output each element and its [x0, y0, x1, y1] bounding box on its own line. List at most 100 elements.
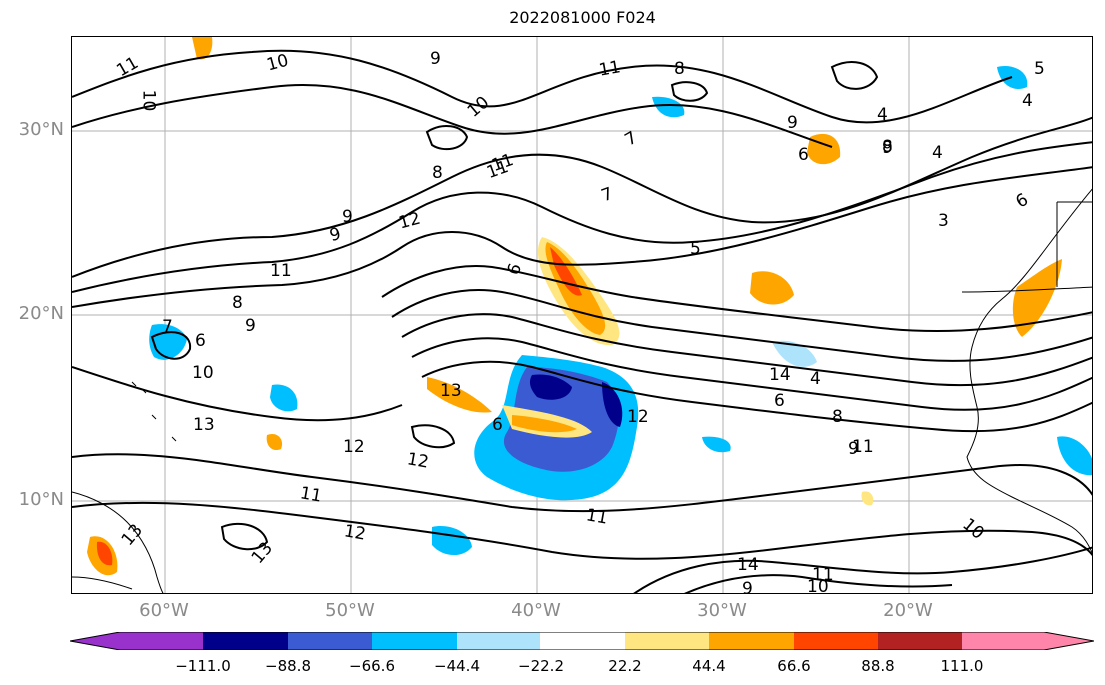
contour-label: 4	[810, 369, 821, 389]
orange-blob-top	[192, 37, 213, 60]
contour-label: 6	[798, 145, 809, 165]
lat-label-30n: 30°N	[18, 119, 64, 140]
navy-blob-east	[602, 382, 623, 427]
cyan-blob-north	[652, 96, 685, 118]
contour-label: 4	[932, 143, 943, 163]
contour-label: 8	[674, 59, 685, 79]
contour-label: 8	[832, 407, 843, 427]
red-band-main	[550, 247, 582, 296]
contour-12-west	[72, 366, 403, 422]
contour-label: 12	[342, 521, 368, 545]
contour-label: 12	[343, 437, 365, 457]
contour-label: 5	[690, 239, 701, 259]
contour-label: 7	[162, 317, 173, 337]
lightblue-blob	[772, 340, 817, 367]
contour-label: 13	[193, 415, 215, 435]
contour-2	[421, 360, 1092, 433]
contour-lines	[72, 49, 1092, 593]
contour-9-south	[684, 574, 953, 593]
contour-label: 14	[769, 365, 791, 385]
contour-label: 5	[1034, 59, 1045, 79]
cyan-blob-small	[270, 384, 298, 412]
contour-closed-center	[410, 424, 456, 449]
contour-label: 11	[852, 437, 874, 457]
contour-4	[401, 313, 1092, 387]
contour-9	[72, 116, 1092, 278]
contour-label: 8	[232, 293, 243, 313]
lat-label-10n: 10°N	[18, 489, 64, 510]
contour-12	[72, 453, 1092, 513]
colorbar-tick-label: −44.4	[434, 657, 480, 675]
lon-label-20w: 20°W	[883, 600, 933, 621]
lon-label-60w: 60°W	[139, 600, 189, 621]
coastline-south-america	[72, 491, 164, 593]
contour-label: 9	[430, 49, 441, 69]
cyan-blob-south	[432, 526, 472, 556]
orange-blob-east	[750, 271, 794, 305]
colorbar-segment	[372, 632, 457, 650]
contour-label: 6	[195, 331, 206, 351]
contour-10-north	[72, 84, 833, 148]
colorbar-tick-label: 111.0	[940, 657, 984, 675]
orange-band-africa	[1012, 259, 1062, 337]
contour-label: 6	[492, 415, 503, 435]
contour-label: 3	[938, 211, 949, 231]
colorbar-segment	[878, 632, 962, 650]
colorbar-segment	[625, 632, 709, 650]
coastline-islands	[131, 381, 177, 442]
contour-label: 14	[737, 555, 759, 575]
contour-label: 9	[742, 579, 753, 594]
map-plot	[72, 37, 1092, 593]
contour-closed-ne	[670, 81, 709, 102]
navy-blob-main	[529, 374, 572, 400]
contour-label: 4	[877, 105, 888, 125]
negative-shading	[149, 65, 1092, 556]
map-panel[interactable]: 11 10 10 9 11 8 5 4 10 11 7 9 6 4 9 8 11 7 3 6 9 12 9 5 6 11 8 9 10 7…	[71, 36, 1093, 594]
cyan-blob-sw	[702, 436, 731, 453]
contour-11-north	[72, 49, 1013, 124]
cyan-blob-east	[1057, 436, 1092, 476]
contour-label: 6	[774, 391, 785, 411]
colorbar-tick-label: −22.2	[518, 657, 564, 675]
positive-shading	[87, 37, 1062, 576]
red-blob-sw	[96, 541, 113, 566]
colorbar-segment	[794, 632, 878, 650]
contour-label: 11	[270, 261, 292, 281]
contour-closed-south	[220, 522, 269, 551]
contour-label: 12	[627, 407, 649, 427]
border-line-1	[961, 286, 1092, 293]
colorbar-segment	[70, 632, 203, 650]
colorbar-segment	[203, 632, 288, 650]
contour-label: 8	[432, 163, 443, 183]
coastlines	[72, 188, 1092, 593]
contour-label: 9	[342, 207, 353, 227]
colorbar-tick-label: 88.8	[861, 657, 895, 675]
contour-10-south	[633, 546, 1092, 593]
contour-6	[381, 265, 1092, 333]
colorbar-tick-label: −66.6	[349, 657, 395, 675]
colorbar-segment	[962, 632, 1094, 650]
contour-label: 11	[298, 483, 324, 507]
orange-blob-small	[266, 433, 283, 451]
contour-11-south	[72, 501, 1092, 560]
map-title: 2022081000 F024	[509, 8, 656, 27]
contour-label: 10	[807, 577, 829, 594]
yellow-blob-small	[861, 491, 874, 506]
colorbar	[70, 632, 1094, 650]
colorbar-segment	[540, 632, 625, 650]
contour-label: 11	[584, 505, 610, 529]
lon-label-30w: 30°W	[697, 600, 747, 621]
lon-label-50w: 50°W	[325, 600, 375, 621]
contour-closed-north	[425, 125, 469, 151]
contour-3	[411, 337, 1092, 411]
lat-label-20n: 20°N	[18, 303, 64, 324]
coastline-africa	[966, 188, 1092, 554]
lon-label-40w: 40°W	[511, 600, 561, 621]
colorbar-tick-label: 44.4	[692, 657, 726, 675]
contour-label: 11	[597, 57, 623, 81]
contour-closed-west	[150, 331, 192, 360]
colorbar-segment	[288, 632, 372, 650]
colorbar-tick-label: 66.6	[777, 657, 811, 675]
colorbar-tick-label: 22.2	[608, 657, 642, 675]
colorbar-tick-label: −88.8	[265, 657, 311, 675]
